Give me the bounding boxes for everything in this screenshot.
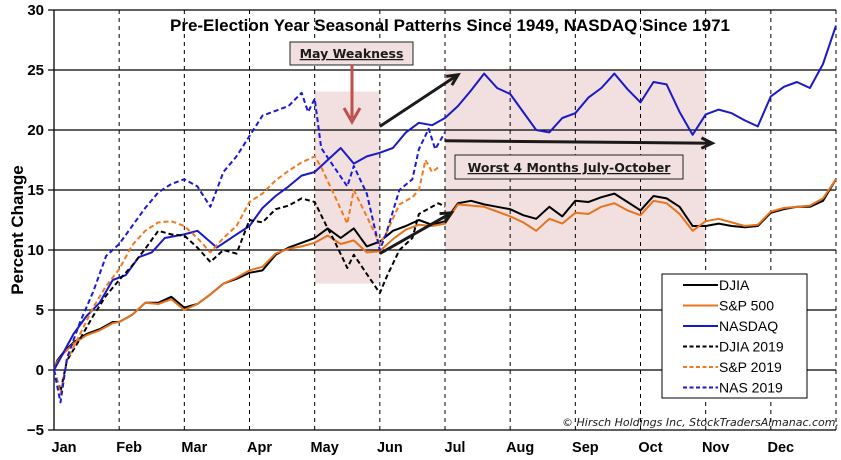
x-tick-label: Jul [445, 440, 466, 456]
series-line-djia-2019 [53, 197, 446, 393]
legend-label: DJIA 2019 [719, 339, 784, 355]
y-tick-label: 0 [36, 362, 44, 379]
x-tick-label: Nov [702, 440, 729, 456]
series-line-nas-2019 [53, 91, 446, 404]
callout-worst-months: Worst 4 Months July-October [454, 154, 684, 180]
x-tick-label: Feb [116, 440, 142, 456]
y-axis-label: Percent Change [8, 165, 27, 294]
x-tick-label: Oct [638, 440, 662, 456]
y-tick-label: 5 [36, 302, 44, 319]
x-tick-label: Dec [768, 440, 795, 456]
callout-may-text: May Weakness [300, 46, 404, 61]
x-tick-label: Apr [247, 440, 272, 456]
x-tick-label: Jun [377, 440, 403, 456]
trend-arrow-head-icon [439, 211, 455, 224]
callout-worst-box [454, 154, 684, 180]
y-tick-label: 25 [27, 62, 44, 79]
legend-label: NAS 2019 [719, 380, 783, 396]
callout-may-weakness: May Weakness [289, 41, 414, 126]
legend-label: NASDAQ [719, 318, 778, 334]
trend-arrow-head-icon [700, 136, 716, 150]
copyright-text: © Hirsch Holdings Inc, StockTradersAlman… [562, 416, 841, 429]
x-tick-label: Aug [506, 440, 534, 456]
trend-arrow-shaft [379, 73, 459, 128]
chart-title: Pre-Election Year Seasonal Patterns Sinc… [170, 16, 730, 35]
y-tick-label: 30 [27, 2, 44, 19]
y-tick-label: −5 [27, 422, 44, 439]
x-tick-label: Jan [52, 440, 77, 456]
y-tick-label: 20 [27, 122, 44, 139]
legend-box [661, 273, 808, 399]
trend-arrow-shaft [444, 139, 713, 145]
axes: −5 0 5 10 15 20 25 30 Jan Feb Mar Apr May Jun Jul Aug Se… [27, 2, 836, 456]
series-line-s-p-2019 [53, 155, 440, 395]
x-tick-label: Sep [572, 440, 599, 456]
x-tick-label: Mar [181, 440, 207, 456]
series-line-s-p-500 [53, 178, 837, 371]
legend-label: DJIA [719, 277, 750, 293]
legend-label: S&P 2019 [719, 359, 782, 375]
y-tick-label: 15 [27, 182, 44, 199]
y-tick-label: 10 [27, 242, 44, 259]
may-arrow-head-icon [342, 107, 362, 126]
x-tick-label: May [311, 440, 339, 456]
trend-arrow-shaft [379, 211, 453, 255]
shaded-region-0 [314, 91, 380, 284]
legend: DJIA S&P 500 NASDAQ DJIA 2019 S&P 2019 NAS 20… [661, 273, 808, 399]
trend-arrow-head-icon [445, 72, 461, 86]
legend-label: S&P 500 [719, 298, 774, 314]
callout-worst-text: Worst 4 Months July-October [468, 160, 672, 175]
arrows-group [379, 72, 716, 255]
